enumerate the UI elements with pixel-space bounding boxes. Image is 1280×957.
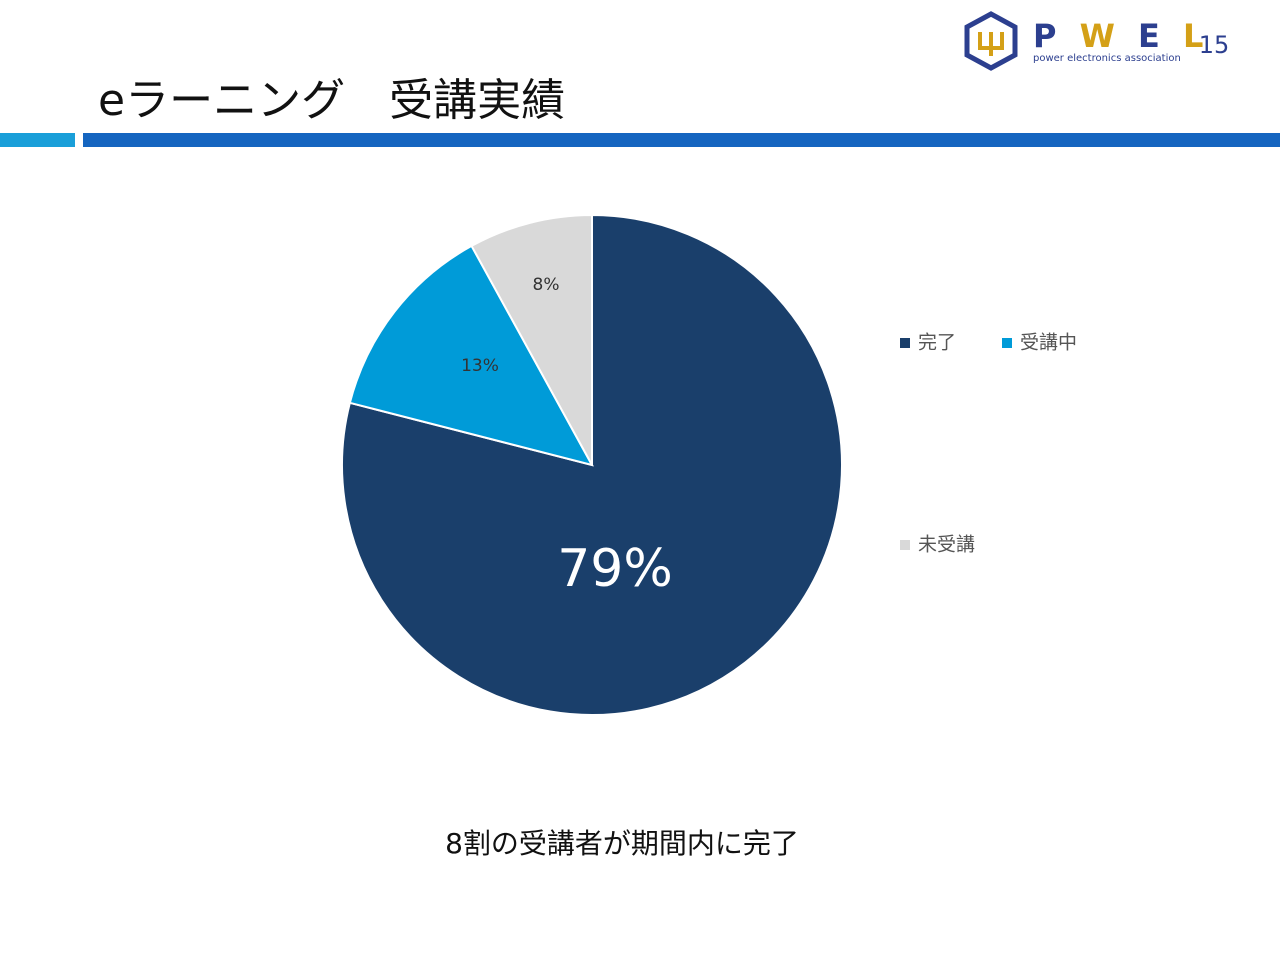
logo-letter: E [1138, 17, 1160, 55]
title-bar [83, 133, 1280, 147]
logo-letters: P W E L [1033, 17, 1203, 55]
slide-title: eラーニング 受講実績 [98, 75, 565, 126]
pie-slice [348, 244, 594, 467]
page-number: 15 [1199, 31, 1230, 59]
logo-letter: W [1080, 17, 1115, 55]
legend-swatch [900, 540, 910, 550]
pie-slice [470, 213, 593, 466]
logo-letter: L [1183, 17, 1203, 55]
caption: 8割の受講者が期間内に完了 [445, 827, 799, 860]
title-bar-accent [0, 133, 75, 147]
logo-letter: P [1033, 17, 1056, 55]
legend-label: 受講中 [1020, 332, 1077, 354]
legend-label: 未受講 [918, 534, 975, 556]
logo-hexagon [964, 11, 1018, 71]
logo-tagline: power electronics association [1033, 53, 1181, 64]
data-label: 8% [533, 275, 560, 295]
data-label: 13% [461, 356, 499, 376]
data-label: 79% [557, 539, 673, 599]
legend-swatch [900, 338, 910, 348]
legend-label: 完了 [918, 332, 956, 354]
legend-swatch [1002, 338, 1012, 348]
logo: P W E L power electronics association [964, 11, 1203, 71]
logo-mark [978, 32, 1004, 56]
